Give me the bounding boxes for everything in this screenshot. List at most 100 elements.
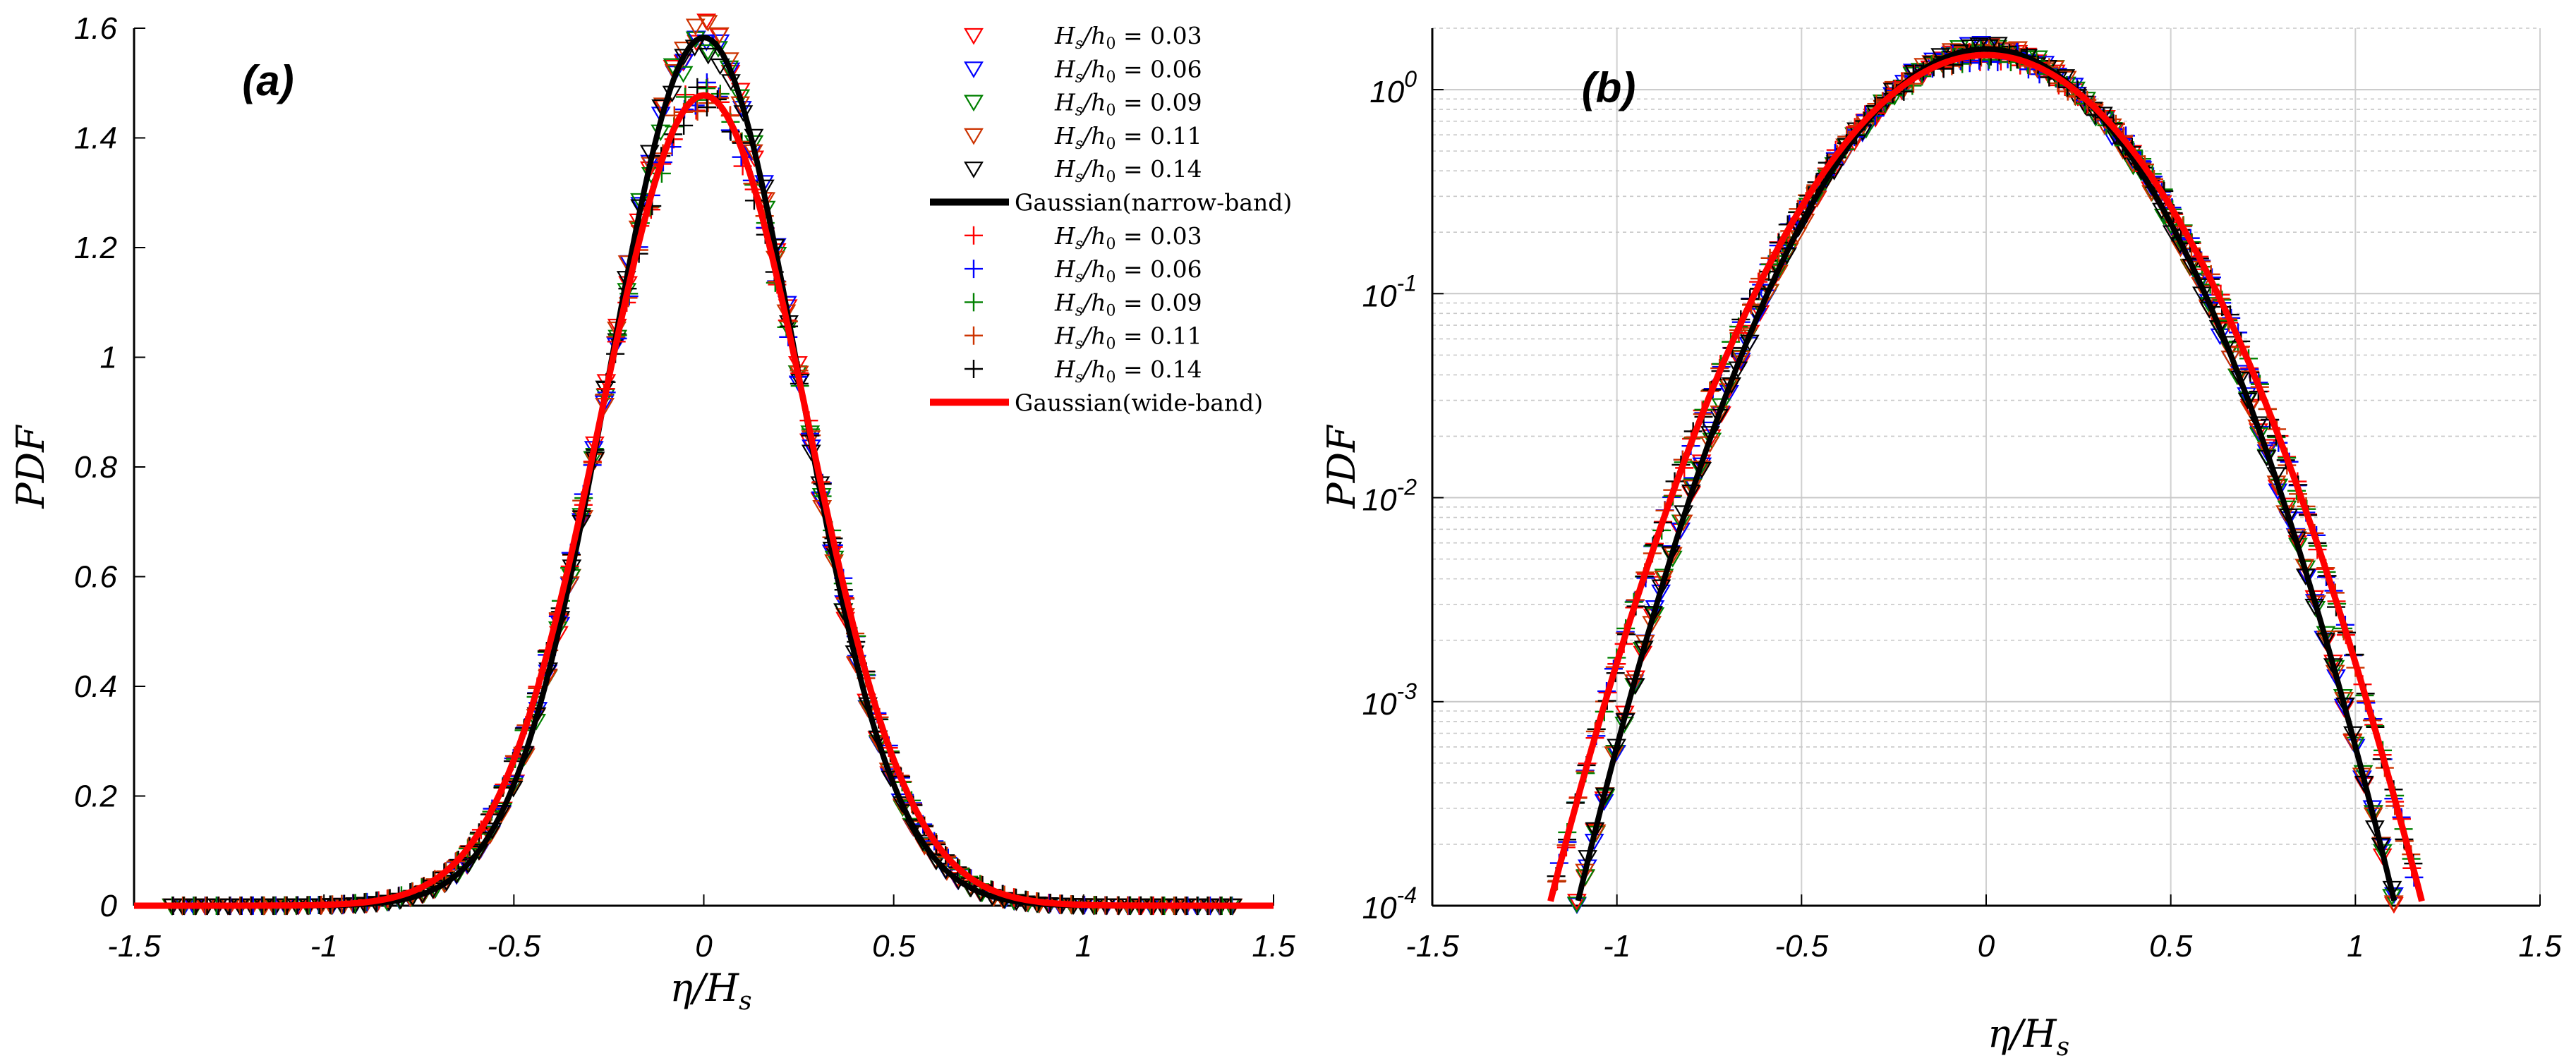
y-tick-label: 1.6	[74, 11, 118, 46]
panel-b-chart: -1.5 -1 -0.5 0 0.5 1 1.510010-110-210-310-4η/H…	[1319, 28, 2562, 1062]
marker-plus	[688, 78, 707, 97]
y-tick-label: 10-3	[1362, 679, 1417, 722]
gaussian-line-11	[134, 92, 1274, 909]
y-tick-label: 1.4	[74, 121, 117, 156]
x-tick-label: 1	[1075, 929, 1092, 964]
gaussian-line-11	[1547, 51, 2425, 902]
legend-label-sub1: s	[1075, 169, 1083, 186]
legend-label-sub2: 0	[1106, 302, 1115, 320]
legend-entry: Hs/h0 = 0.14	[964, 155, 1202, 186]
legend-entry: Hs/h0 = 0.03	[964, 22, 1202, 53]
legend-label-sub1: s	[1075, 102, 1083, 120]
x-tick-label: 1	[2347, 929, 2364, 964]
marker-triangle	[709, 27, 730, 44]
legend-label-mid: /h	[1081, 255, 1106, 283]
legend-label-h: H	[1054, 122, 1076, 150]
x-tick-label: -0.5	[487, 929, 540, 964]
legend-label: Hs/h0 = 0.03	[1054, 22, 1202, 53]
y-tick-label: 0.4	[74, 669, 117, 704]
legend-label-sub2: 0	[1106, 102, 1115, 120]
legend-label: Gaussian(wide-band)	[1015, 389, 1263, 416]
legend-label-sub1: s	[1075, 336, 1083, 353]
legend-label-h: H	[1054, 22, 1076, 49]
marker-plus	[965, 326, 983, 345]
legend-label-value: = 0.09	[1115, 89, 1202, 116]
y-tick-label: 1	[100, 341, 117, 375]
legend-label-sub1: s	[1075, 269, 1083, 286]
legend-label-mid: /h	[1081, 89, 1106, 116]
marker-plus	[965, 260, 983, 279]
legend-label: Gaussian(narrow-band)	[1015, 189, 1292, 217]
marker-triangle	[2334, 692, 2354, 709]
marker-triangle	[482, 822, 502, 840]
y-tick-label: 10-2	[1362, 475, 1417, 518]
x-tick-label: 1.5	[2518, 929, 2562, 964]
legend-label-sub1: s	[1075, 68, 1083, 86]
x-tick-label: 0.5	[2149, 929, 2193, 964]
panel-a-chart: -1.5 -1 -0.5 0 0.5 1 1.5 0 0.2 0.4 0.6 0.8 1 1.2 1.4 1.…	[8, 11, 1295, 1016]
legend-entry: Hs/h0 = 0.09	[965, 288, 1202, 320]
y-tick-label: 0.8	[74, 450, 118, 485]
legend-label-value: = 0.03	[1115, 22, 1202, 49]
marker-triangle	[2256, 439, 2276, 456]
y-tick-label: 0	[100, 889, 118, 923]
y-tick-label: 0.2	[74, 779, 117, 814]
legend-entry: Hs/h0 = 0.06	[965, 255, 1202, 286]
x-tick-label: -0.5	[1774, 929, 1828, 964]
x-tick-label: 0.5	[872, 929, 916, 964]
marker-triangle	[964, 95, 984, 112]
legend-label-h: H	[1054, 222, 1076, 250]
panel-label: (a)	[242, 57, 294, 104]
series-triangle-down-2	[162, 31, 1240, 916]
marker-plus	[688, 102, 707, 121]
legend-label: Hs/h0 = 0.14	[1054, 155, 1202, 186]
legend-label-sub1: s	[1075, 135, 1083, 153]
marker-plus	[697, 98, 716, 117]
marker-triangle	[1949, 40, 1969, 57]
panel-label: (b)	[1582, 64, 1636, 111]
marker-triangle	[1652, 576, 1672, 593]
y-tick-exponent: -3	[1397, 679, 1417, 704]
y-tick-label: 100	[1369, 66, 1417, 109]
legend-label-value: = 0.14	[1115, 356, 1202, 383]
y-tick-exponent: -2	[1397, 475, 1417, 500]
legend-label-text: Gaussian(narrow-band)	[1015, 189, 1292, 217]
x-tick-label: -1.5	[107, 929, 161, 964]
legend-label-sub2: 0	[1106, 35, 1115, 53]
legend-label-value: = 0.11	[1115, 322, 1202, 350]
marker-triangle	[964, 61, 984, 78]
legend-label-h: H	[1054, 255, 1076, 283]
x-tick-label: 1.5	[1252, 929, 1295, 964]
x-axis-label-sub: s	[2057, 1033, 2069, 1062]
marker-plus	[965, 293, 983, 312]
legend-label-sub2: 0	[1106, 369, 1115, 387]
legend-label-mid: /h	[1081, 122, 1106, 150]
legend-entry: Hs/h0 = 0.03	[965, 222, 1202, 253]
marker-triangle	[673, 66, 694, 83]
legend-label-h: H	[1054, 155, 1076, 183]
legend-label: Hs/h0 = 0.11	[1054, 122, 1202, 153]
legend-label: Hs/h0 = 0.09	[1054, 288, 1202, 320]
marker-plus	[965, 360, 983, 378]
marker-triangle	[491, 804, 512, 822]
legend-label-value: = 0.03	[1115, 222, 1202, 250]
legend-label-value: = 0.09	[1115, 288, 1202, 316]
y-tick-base: 10	[1362, 279, 1397, 313]
legend-label-mid: /h	[1081, 322, 1106, 350]
y-tick-exponent: -4	[1397, 882, 1417, 908]
legend-label-value: = 0.06	[1115, 55, 1202, 83]
legend-label-sub2: 0	[1106, 68, 1115, 86]
legend-label: Hs/h0 = 0.06	[1054, 255, 1202, 286]
marker-triangle	[685, 18, 706, 36]
y-tick-base: 10	[1369, 75, 1404, 109]
y-tick-label: 10-1	[1362, 270, 1417, 313]
marker-triangle	[674, 49, 694, 66]
series-triangle-down-1	[162, 30, 1240, 916]
x-axis-label-sub: s	[739, 987, 751, 1016]
y-tick-base: 10	[1362, 891, 1397, 925]
x-axis-label: η/Hs	[1988, 1012, 2069, 1062]
legend-label: Hs/h0 = 0.11	[1054, 322, 1202, 353]
marker-triangle	[964, 128, 984, 145]
marker-triangle	[2237, 387, 2257, 404]
